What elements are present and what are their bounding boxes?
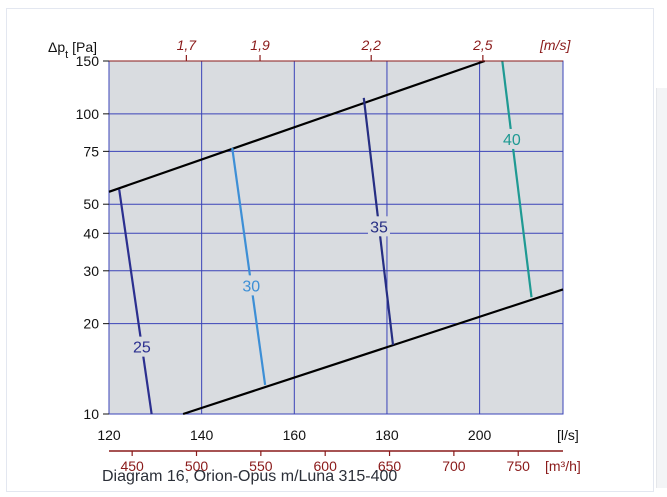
secondary-x-tick-label: 450 xyxy=(120,458,144,474)
x-axis-ticks: 120 140 160 180 200 xyxy=(97,427,491,443)
secondary-x-tick-label: 650 xyxy=(378,458,402,474)
side-scroll-strip xyxy=(656,88,667,488)
top-tick-label: 1,7 xyxy=(177,37,198,53)
y-tick-label: 100 xyxy=(76,106,100,122)
y-tick-label: 75 xyxy=(83,143,99,159)
sound-level-line-30 xyxy=(231,147,267,386)
top-tick-label: 2,2 xyxy=(360,37,381,53)
y-axis-ticks: 10 20 30 40 50 75 100 150 xyxy=(76,53,109,422)
sound-level-label-bg xyxy=(367,216,390,237)
secondary-x-tick-label: 600 xyxy=(314,458,338,474)
y-tick-label: 30 xyxy=(83,263,99,279)
y-tick-label: 40 xyxy=(83,225,99,241)
secondary-x-tick-label: 550 xyxy=(249,458,273,474)
y-tick-label: 50 xyxy=(83,196,99,212)
y-tick-label: 20 xyxy=(83,316,99,332)
sound-level-lines: 25 30 35 40 xyxy=(118,60,533,415)
sound-level-label-35: 35 xyxy=(370,219,388,236)
y-tick-label: 10 xyxy=(83,406,99,422)
top-velocity-ticks: 1,7 1,9 2,2 2,5 xyxy=(109,37,563,62)
sound-level-label-40: 40 xyxy=(503,132,521,149)
x-axis-unit: [l/s] xyxy=(557,427,579,443)
y-axis-label: Δpt [Pa] xyxy=(48,39,97,61)
boundary-line xyxy=(108,59,486,193)
secondary-x-tick-label: 700 xyxy=(442,458,466,474)
boundary-line xyxy=(182,288,564,416)
sound-level-label-25: 25 xyxy=(133,340,151,357)
chart-caption: Diagram 16, Orion-Opus m/Luna 315-400 xyxy=(102,468,398,485)
secondary-x-tick-label: 500 xyxy=(185,458,209,474)
x-tick-label: 180 xyxy=(375,427,399,443)
secondary-x-tick-label: 750 xyxy=(507,458,531,474)
operating-range-boundaries xyxy=(108,59,564,416)
top-velocity-unit: [m/s] xyxy=(539,37,571,53)
sound-level-label-bg xyxy=(130,336,153,357)
x-tick-label: 120 xyxy=(97,427,121,443)
x-tick-label: 160 xyxy=(283,427,307,443)
secondary-x-axis-ticks: 450 500 550 600 650 700 750 xyxy=(109,450,563,474)
x-tick-label: 140 xyxy=(190,427,214,443)
y-tick-label: 150 xyxy=(76,53,100,69)
sound-level-label-30: 30 xyxy=(242,278,260,295)
sound-level-label-bg xyxy=(500,128,523,149)
sound-level-line-25 xyxy=(118,189,153,415)
plot-area xyxy=(108,60,564,415)
secondary-x-axis-unit: [m³/h] xyxy=(545,458,581,474)
sound-level-line-40 xyxy=(501,60,533,298)
top-tick-label: 1,9 xyxy=(250,37,270,53)
x-tick-label: 200 xyxy=(468,427,492,443)
top-tick-label: 2,5 xyxy=(472,37,493,53)
sound-level-label-bg xyxy=(240,275,263,296)
